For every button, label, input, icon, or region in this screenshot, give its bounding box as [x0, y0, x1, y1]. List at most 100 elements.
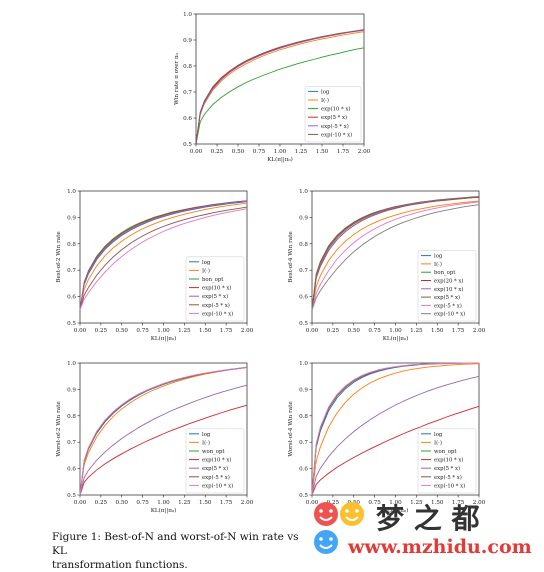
y-tick-label: 1.0: [299, 361, 308, 367]
legend-label: exp(-5 * x): [202, 474, 230, 481]
chart-worst-of-2: 0.00 0.25 0.50 0.75 1.00 1.25 1.50 1.75 2.00 0.5 0…: [56, 361, 254, 514]
x-tick-label: 0.75: [136, 328, 149, 334]
series-line: [311, 196, 480, 310]
x-axis-label: KL(π||π₀): [383, 507, 409, 514]
legend-label: exp(5 * x): [202, 293, 228, 300]
legend-label: exp(-10 * x): [202, 482, 233, 489]
y-tick-label: 1.0: [183, 12, 192, 18]
x-tick-label: 2.00: [241, 328, 254, 334]
x-tick-label: 1.50: [199, 500, 212, 506]
series-line: [311, 362, 479, 496]
legend-label: exp(-5 * x): [434, 474, 462, 481]
legend-label: exp(-5 * x): [434, 302, 462, 309]
series-line: [311, 200, 480, 310]
legend-label: log: [434, 432, 443, 438]
y-tick-label: 0.5: [299, 493, 308, 499]
legend-label: I(·): [202, 439, 210, 446]
x-tick-label: 1.25: [410, 500, 423, 506]
x-tick-label: 1.50: [199, 328, 212, 334]
x-tick-label: 1.75: [220, 500, 233, 506]
legend-label: won_opt: [434, 449, 457, 455]
y-tick-label: 0.8: [299, 414, 308, 420]
x-tick-label: 0.00: [190, 149, 203, 155]
y-tick-label: 0.8: [67, 414, 76, 420]
series-line: [79, 366, 248, 496]
series-line: [79, 206, 248, 310]
legend-label: I(·): [434, 261, 442, 268]
series-line: [311, 405, 480, 496]
x-tick-label: 0.25: [95, 328, 108, 334]
x-tick-label: 1.00: [389, 328, 402, 334]
legend-label: exp(20 * x): [434, 278, 463, 285]
chart-win-rate: 0.00 0.25 0.50 0.75 1.00 1.25 1.50 1.75 2.00 0.5 0…: [174, 12, 371, 163]
series-line: [195, 47, 365, 145]
x-tick-label: 1.00: [157, 328, 170, 334]
legend-label: exp(-10 * x): [321, 131, 352, 138]
x-tick-label: 0.25: [95, 500, 108, 506]
y-tick-label: 0.5: [299, 321, 308, 327]
y-tick-label: 0.9: [183, 38, 192, 44]
x-tick-label: 0.75: [253, 149, 266, 155]
y-tick-label: 0.6: [183, 116, 192, 122]
series-line: [79, 200, 248, 310]
y-tick-label: 0.9: [299, 387, 308, 393]
series-line: [79, 208, 248, 310]
watermark-face-blue: [314, 530, 338, 554]
x-tick-label: 2.00: [473, 328, 486, 334]
y-axis-label: Best-of-2 Win rate: [56, 231, 62, 283]
legend-label: exp(5 * x): [434, 465, 460, 472]
watermark-svg: 梦 之 都 www.mzhidu.com: [314, 502, 532, 558]
y-tick-label: 0.6: [67, 467, 76, 473]
x-tick-label: 0.00: [74, 328, 87, 334]
legend-box: [185, 428, 245, 494]
series-line: [311, 363, 480, 496]
series-line: [195, 29, 365, 145]
y-tick-label: 0.7: [299, 440, 308, 446]
legend-label: exp(10 * x): [434, 457, 463, 464]
y-tick-label: 0.9: [67, 387, 76, 393]
legend-label: exp(10 * x): [202, 285, 231, 292]
x-tick-label: 1.75: [452, 500, 465, 506]
watermark-title: 梦 之 都: [376, 502, 480, 535]
x-tick-label: 0.50: [232, 149, 245, 155]
y-tick-label: 0.5: [67, 321, 76, 327]
x-tick-label: 0.25: [327, 500, 340, 506]
y-tick-label: 1.0: [67, 361, 76, 367]
legend-label: exp(5 * x): [202, 465, 228, 472]
x-tick-label: 0.25: [327, 328, 340, 334]
y-tick-label: 0.9: [299, 215, 308, 221]
legend-label: exp(-5 * x): [202, 302, 230, 309]
x-tick-label: 0.50: [116, 500, 129, 506]
y-tick-label: 0.6: [299, 467, 308, 473]
x-tick-label: 0.50: [116, 328, 129, 334]
x-tick-label: 1.50: [431, 328, 444, 334]
chart-worst-of-4: 0.000.250.500.751.001.251.501.752.000.50…: [288, 361, 486, 514]
y-tick-label: 0.6: [299, 295, 308, 301]
legend-box: [304, 86, 362, 143]
x-tick-label: 1.25: [178, 500, 191, 506]
x-tick-label: 1.50: [316, 149, 329, 155]
legend-label: exp(-5 * x): [321, 123, 349, 130]
x-tick-label: 0.50: [348, 328, 361, 334]
x-tick-label: 1.25: [295, 149, 308, 155]
x-tick-label: 1.75: [452, 328, 465, 334]
series-line: [79, 404, 248, 496]
legend-label: I(·): [202, 267, 210, 274]
series-line: [79, 201, 248, 310]
series-line: [79, 384, 248, 496]
y-tick-label: 0.8: [299, 242, 308, 248]
x-tick-label: 0.00: [306, 500, 319, 506]
y-tick-label: 0.5: [67, 493, 76, 499]
legend-label: exp(-10 * x): [434, 311, 465, 318]
x-tick-label: 1.25: [410, 328, 423, 334]
series-line: [311, 196, 480, 310]
legend-label: exp(10 * x): [434, 286, 463, 293]
legend-box: [417, 428, 477, 494]
watermark-face-yellow: [340, 502, 364, 526]
x-tick-label: 0.75: [136, 500, 149, 506]
y-axis-label: Win rate π over π₀: [174, 52, 180, 105]
x-tick-label: 1.50: [431, 500, 444, 506]
x-tick-label: 1.75: [337, 149, 350, 155]
x-tick-label: 1.00: [274, 149, 287, 155]
legend-label: log: [434, 254, 443, 260]
